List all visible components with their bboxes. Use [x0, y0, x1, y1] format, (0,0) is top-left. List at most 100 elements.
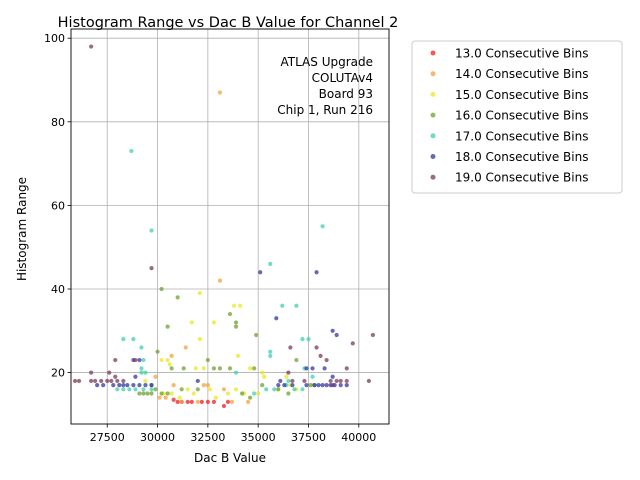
data-point [300, 337, 305, 342]
data-point [211, 399, 216, 404]
data-point [300, 387, 305, 392]
legend-marker [430, 50, 436, 56]
data-point [252, 366, 257, 371]
data-point [205, 383, 210, 388]
data-point [185, 399, 190, 404]
data-point [177, 395, 182, 400]
legend-entry: 16.0 Consecutive Bins [455, 109, 588, 123]
data-point [169, 391, 174, 396]
data-point [233, 370, 239, 375]
data-point [201, 366, 206, 371]
data-point [149, 265, 154, 271]
data-point [272, 387, 277, 392]
data-point [217, 366, 223, 371]
data-point [171, 383, 176, 388]
data-point [205, 357, 210, 363]
data-point [262, 374, 267, 379]
data-point [306, 337, 311, 342]
data-point [89, 44, 94, 49]
data-point [121, 378, 126, 384]
data-point [338, 378, 343, 384]
data-point [338, 383, 343, 388]
data-point [143, 378, 148, 384]
data-point [284, 374, 289, 379]
data-point [121, 387, 126, 392]
data-point [302, 378, 307, 384]
data-point [288, 345, 293, 350]
data-point [195, 378, 200, 384]
data-point [330, 383, 335, 388]
data-point [260, 370, 265, 375]
legend-entry: 18.0 Consecutive Bins [455, 150, 588, 164]
data-point [207, 387, 212, 392]
data-point [235, 353, 241, 358]
annotation-line: Board 93 [319, 87, 373, 101]
data-point [320, 383, 325, 388]
data-point [95, 383, 100, 388]
data-point [127, 387, 132, 392]
data-point [304, 366, 309, 371]
data-point [280, 303, 285, 308]
data-point [278, 378, 283, 384]
data-point [137, 383, 142, 388]
data-point [133, 387, 138, 392]
data-point [159, 286, 164, 292]
chart-title: Histogram Range vs Dac B Value for Chann… [58, 15, 399, 31]
data-point [231, 303, 237, 308]
data-point [310, 366, 315, 371]
data-point [89, 378, 94, 384]
legend-marker [430, 91, 436, 97]
annotation-line: ATLAS Upgrade [280, 55, 373, 69]
data-point [149, 228, 154, 233]
data-point [294, 303, 299, 308]
data-point [217, 90, 223, 95]
data-point [101, 383, 106, 388]
data-point [93, 378, 98, 384]
data-point [105, 378, 110, 384]
data-point [334, 332, 339, 338]
data-point [310, 374, 315, 379]
data-point [286, 391, 291, 396]
data-point [274, 316, 279, 321]
data-point [227, 366, 233, 371]
data-point [165, 391, 170, 396]
data-point [72, 378, 78, 384]
data-point [185, 387, 190, 392]
data-point [165, 324, 170, 329]
data-point [159, 391, 164, 396]
data-point [175, 399, 180, 404]
data-point [189, 320, 194, 325]
data-point [121, 383, 126, 388]
data-point [109, 378, 114, 384]
data-point [169, 353, 174, 358]
data-point [165, 357, 170, 363]
data-point [276, 383, 281, 388]
data-point [268, 353, 273, 358]
data-point [324, 357, 329, 363]
y-tick-label: 80 [51, 116, 65, 129]
data-point [366, 378, 371, 384]
data-point [258, 270, 263, 275]
data-point [268, 261, 273, 267]
legend-marker [430, 154, 436, 159]
legend-frame [411, 40, 623, 194]
legend-marker [430, 71, 436, 77]
data-point [193, 366, 198, 371]
data-point [308, 383, 313, 388]
data-point [183, 345, 188, 350]
data-point [229, 399, 235, 404]
data-point [290, 378, 295, 384]
data-point [294, 357, 299, 363]
y-tick-label: 100 [44, 32, 65, 45]
data-point [107, 370, 112, 375]
data-point [153, 387, 158, 392]
data-point [260, 383, 265, 388]
data-point [169, 366, 174, 371]
data-point [328, 378, 333, 384]
data-point [76, 378, 82, 384]
grid-layer [71, 29, 389, 424]
data-point [237, 303, 243, 308]
atlas-annotation: ATLAS Upgrade COLUTAv4 Board 93 Chip 1, Run… [277, 55, 373, 117]
ticks-layer: 27500 30000 32500 35000 37500 40000 20 40 60 80 10… [44, 32, 376, 444]
